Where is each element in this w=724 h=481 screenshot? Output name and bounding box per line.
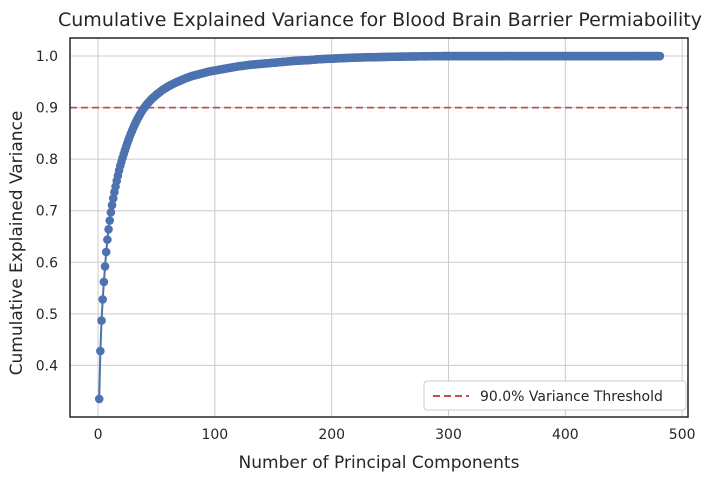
x-tick-labels: 0 100 200 300 400 500 [94,427,696,443]
chart-title: Cumulative Explained Variance for Blood … [58,9,702,31]
series-point [97,316,106,325]
legend-threshold-label: 90.0% Variance Threshold [480,389,663,405]
y-axis-label: Cumulative Explained Variance [7,111,27,376]
y-tick-label: 0.6 [36,255,58,271]
y-tick-label: 1.0 [36,49,58,65]
y-tick-label: 0.7 [36,204,58,220]
series-point [100,262,110,271]
grid-lines [70,38,688,417]
x-tick-label: 200 [318,427,345,443]
x-tick-label: 100 [201,427,228,443]
series-point [105,216,115,225]
y-tick-label: 0.9 [36,101,58,117]
series-point [103,235,112,244]
series-point [101,247,111,257]
legend: 90.0% Variance Threshold [423,380,687,411]
series-point [104,225,113,234]
series-point [106,207,116,217]
series-layer [94,51,665,404]
legend-box [423,380,687,411]
x-tick-label: 400 [552,427,579,443]
plot-frame [69,37,689,418]
x-tick-label: 500 [669,427,696,443]
y-tick-label: 0.4 [36,358,58,374]
series-point [107,200,117,210]
series-point [99,277,109,287]
series-point [655,51,665,61]
series-point [96,346,105,356]
y-tick-label: 0.8 [36,152,58,168]
y-tick-labels: 0.4 0.5 0.6 0.7 0.8 0.9 1.0 [36,49,58,374]
series-point [98,295,108,304]
x-tick-label: 0 [94,427,103,443]
y-tick-label: 0.5 [36,307,58,323]
series-point [94,394,104,404]
x-tick-label: 300 [435,427,462,443]
x-axis-label: Number of Principal Components [239,453,520,473]
